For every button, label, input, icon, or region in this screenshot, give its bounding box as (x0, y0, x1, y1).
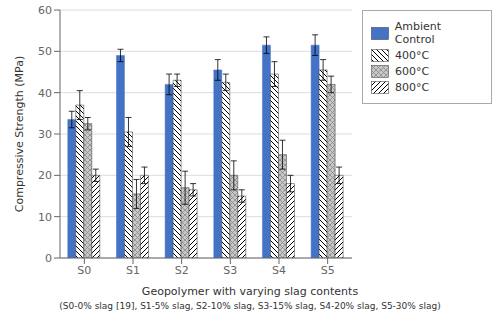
html-text:600°C: 600°C (395, 65, 430, 78)
svg-text:S5: S5 (321, 264, 335, 277)
html-text:Geopolymer with varying slag c: Geopolymer with varying slag contents (141, 285, 359, 298)
html-text:800°C: 800°C (395, 81, 430, 94)
html-text:(S0-0% slag [19], S1-5% slag,: (S0-0% slag [19], S1-5% slag, S2-10% sla… (59, 301, 441, 311)
svg-text:S2: S2 (175, 264, 189, 277)
svg-text:40: 40 (38, 87, 52, 100)
html-text:400°C: 400°C (395, 49, 430, 62)
svg-text:20: 20 (38, 169, 52, 182)
svg-text:60: 60 (38, 4, 52, 17)
html-text:Ambient Control: Ambient Control (394, 20, 442, 46)
svg-text:30: 30 (38, 128, 52, 141)
svg-text:S4: S4 (272, 264, 286, 277)
svg-text:10: 10 (38, 211, 52, 224)
svg-text:S1: S1 (126, 264, 140, 277)
svg-text:50: 50 (38, 45, 52, 58)
svg-text:S0: S0 (77, 264, 91, 277)
svg-text:Compressive Strength (MPa): Compressive Strength (MPa) (13, 56, 26, 212)
svg-text:0: 0 (45, 252, 52, 265)
svg-text:S3: S3 (223, 264, 237, 277)
